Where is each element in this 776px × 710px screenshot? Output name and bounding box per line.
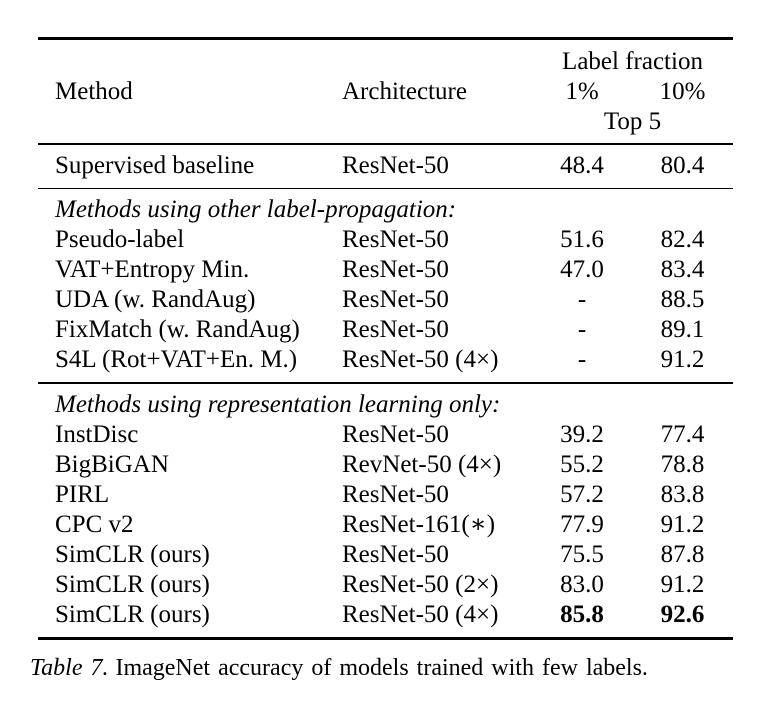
cell-method: S4L (Rot+VAT+En. M.) bbox=[55, 346, 298, 373]
cell-v10: 92.6 bbox=[660, 600, 705, 628]
cell-method: Pseudo-label bbox=[55, 226, 185, 253]
cell-arch: ResNet-50 bbox=[342, 226, 449, 253]
table-top-rule bbox=[38, 37, 733, 40]
cell-v1: 39.2 bbox=[560, 420, 604, 448]
cell-v10: 91.2 bbox=[660, 570, 705, 598]
pct10-column-header: 10% bbox=[659, 78, 706, 105]
table-row: UDA (w. RandAug) ResNet-50 - 88.5 bbox=[38, 285, 733, 315]
cell-method: PIRL bbox=[55, 480, 110, 508]
architecture-column-header: Architecture bbox=[342, 78, 467, 105]
cell-method: SimCLR (ours) bbox=[55, 570, 210, 598]
caption-label: Table 7. bbox=[30, 655, 109, 681]
cell-arch: ResNet-50 bbox=[342, 480, 449, 508]
cell-v10: 87.8 bbox=[660, 540, 705, 568]
cell-v1: 48.4 bbox=[560, 151, 604, 179]
cell-v10: 78.8 bbox=[660, 450, 705, 478]
table-row: VAT+Entropy Min. ResNet-50 47.0 83.4 bbox=[38, 255, 733, 285]
cell-v1: 47.0 bbox=[560, 256, 604, 283]
cell-v10: 77.4 bbox=[660, 420, 705, 448]
cell-arch: ResNet-161(∗) bbox=[342, 510, 496, 538]
cell-v10: 83.8 bbox=[660, 480, 705, 508]
cell-method: UDA (w. RandAug) bbox=[55, 286, 256, 313]
cell-arch: ResNet-50 bbox=[342, 151, 449, 179]
section-rule bbox=[38, 187, 733, 189]
table-row: SimCLR (ours) ResNet-50 (2×) 83.0 91.2 bbox=[38, 570, 733, 600]
cell-arch: ResNet-50 (4×) bbox=[342, 600, 499, 628]
table-7-figure: Label fraction Method Architecture 1% 10… bbox=[38, 37, 733, 640]
cell-method: Supervised baseline bbox=[55, 151, 255, 179]
cell-method: FixMatch (w. RandAug) bbox=[55, 316, 300, 343]
cell-arch: ResNet-50 (2×) bbox=[342, 570, 499, 598]
pct1-column-header: 1% bbox=[565, 78, 599, 105]
cell-arch: ResNet-50 (4×) bbox=[342, 346, 499, 373]
table-header: Label fraction Method Architecture 1% 10… bbox=[38, 40, 733, 143]
header-rule bbox=[38, 143, 733, 145]
table-row: Supervised baseline ResNet-50 48.4 80.4 bbox=[38, 151, 733, 181]
cell-v1: 57.2 bbox=[560, 480, 604, 508]
header-row-top5: Top 5 bbox=[38, 107, 733, 137]
cell-method: CPC v2 bbox=[55, 510, 134, 538]
cell-v10: 82.4 bbox=[660, 226, 705, 253]
cell-v10: 88.5 bbox=[660, 286, 705, 313]
section-rule bbox=[38, 382, 733, 384]
section-label: Methods using other label-propagation: bbox=[55, 196, 457, 223]
cell-v1: 77.9 bbox=[560, 510, 604, 538]
cell-method: InstDisc bbox=[55, 420, 139, 448]
header-row-label-fraction: Label fraction bbox=[38, 47, 733, 77]
cell-v10: 83.4 bbox=[660, 256, 705, 283]
cell-method: BigBiGAN bbox=[55, 450, 169, 478]
table-section: Methods using other label-propagation: Ps… bbox=[38, 189, 733, 382]
header-row-columns: Method Architecture 1% 10% bbox=[38, 77, 733, 107]
cell-v10: 89.1 bbox=[660, 316, 705, 343]
cell-v1: - bbox=[577, 286, 587, 313]
table-caption: Table 7. ImageNet accuracy of models trai… bbox=[30, 653, 746, 683]
table-row: CPC v2 ResNet-161(∗) 77.9 91.2 bbox=[38, 510, 733, 540]
table-row: PIRL ResNet-50 57.2 83.8 bbox=[38, 480, 733, 510]
cell-method: SimCLR (ours) bbox=[55, 600, 210, 628]
table-section: Supervised baseline ResNet-50 48.4 80.4 bbox=[38, 145, 733, 188]
table-row: Pseudo-label ResNet-50 51.6 82.4 bbox=[38, 225, 733, 255]
table-row: S4L (Rot+VAT+En. M.) ResNet-50 (4×) - 91.2 bbox=[38, 345, 733, 375]
table-bottom-rule bbox=[38, 636, 733, 640]
cell-v1: 83.0 bbox=[560, 570, 604, 598]
cell-v1: - bbox=[577, 346, 587, 373]
section-label: Methods using representation learning on… bbox=[55, 390, 501, 418]
cell-v10: 91.2 bbox=[660, 510, 705, 538]
cell-method: VAT+Entropy Min. bbox=[55, 256, 250, 283]
table-row: BigBiGAN RevNet-50 (4×) 55.2 78.8 bbox=[38, 450, 733, 480]
cell-v10: 91.2 bbox=[660, 346, 705, 373]
table-row: SimCLR (ours) ResNet-50 (4×) 85.8 92.6 bbox=[38, 600, 733, 630]
table-section: Methods using representation learning on… bbox=[38, 384, 733, 637]
cell-arch: RevNet-50 (4×) bbox=[342, 450, 502, 478]
table-row: SimCLR (ours) ResNet-50 75.5 87.8 bbox=[38, 540, 733, 570]
cell-arch: ResNet-50 bbox=[342, 540, 449, 568]
cell-arch: ResNet-50 bbox=[342, 256, 449, 283]
cell-v1: 85.8 bbox=[560, 600, 604, 628]
caption-text: ImageNet accuracy of models trained with… bbox=[115, 655, 648, 681]
cell-v10: 80.4 bbox=[660, 151, 705, 179]
cell-arch: ResNet-50 bbox=[342, 286, 449, 313]
table-row: FixMatch (w. RandAug) ResNet-50 - 89.1 bbox=[38, 315, 733, 345]
table-body: Supervised baseline ResNet-50 48.4 80.4 Meth… bbox=[38, 145, 733, 637]
top5-header: Top 5 bbox=[603, 108, 662, 135]
cell-method: SimCLR (ours) bbox=[55, 540, 210, 568]
cell-arch: ResNet-50 bbox=[342, 316, 449, 343]
cell-v1: 75.5 bbox=[560, 540, 604, 568]
cell-v1: 55.2 bbox=[560, 450, 604, 478]
method-column-header: Method bbox=[55, 78, 133, 105]
label-fraction-header: Label fraction bbox=[562, 48, 703, 75]
cell-v1: 51.6 bbox=[560, 226, 604, 253]
table-row: InstDisc ResNet-50 39.2 77.4 bbox=[38, 420, 733, 450]
cell-arch: ResNet-50 bbox=[342, 420, 449, 448]
cell-v1: - bbox=[577, 316, 587, 343]
